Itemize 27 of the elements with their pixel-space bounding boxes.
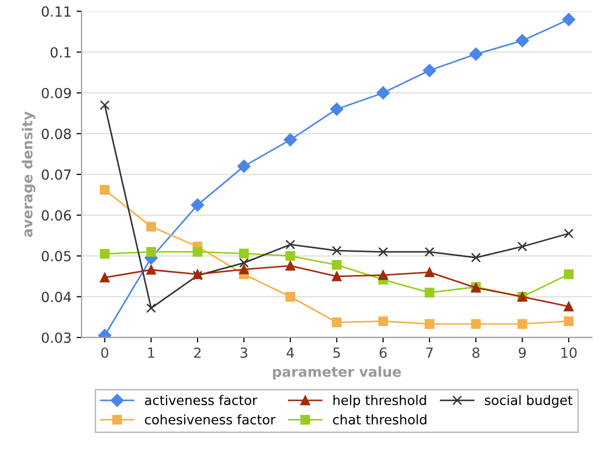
y-axis-title: average density (22, 112, 36, 237)
legend-label: cohesiveness factor (144, 414, 276, 425)
y-tick-label: 0.09 (42, 88, 71, 98)
legend-label: help threshold (333, 394, 426, 408)
x-tick-label: 4 (286, 348, 294, 358)
legend-label: activeness factor (144, 394, 258, 406)
x-tick-label: 9 (518, 347, 526, 358)
x-tick-label: 1 (148, 348, 154, 358)
y-tick-label: 0.05 (42, 250, 71, 262)
legend-label: social budget (484, 394, 572, 408)
y-tick-label: 0.11 (42, 6, 71, 17)
y-tick-label: 0.1 (50, 47, 71, 58)
x-tick-label: 2 (194, 347, 201, 358)
x-tick-label: 7 (426, 348, 433, 358)
y-tick-label: 0.08 (42, 128, 71, 140)
y-tick-label: 0.06 (42, 210, 71, 221)
legend-label: chat threshold (333, 414, 426, 425)
x-tick-label: 0 (101, 347, 108, 358)
x-axis-title: parameter value (273, 366, 401, 380)
y-tick-label: 0.04 (42, 292, 72, 302)
x-tick-label: 6 (380, 347, 387, 358)
x-tick-label: 8 (472, 347, 480, 358)
y-tick-label: 0.07 (42, 169, 71, 180)
x-tick-label: 10 (561, 347, 577, 358)
x-tick-label: 5 (333, 348, 340, 358)
x-tick-label: 3 (240, 347, 248, 358)
y-tick-label: 0.03 (42, 332, 71, 343)
